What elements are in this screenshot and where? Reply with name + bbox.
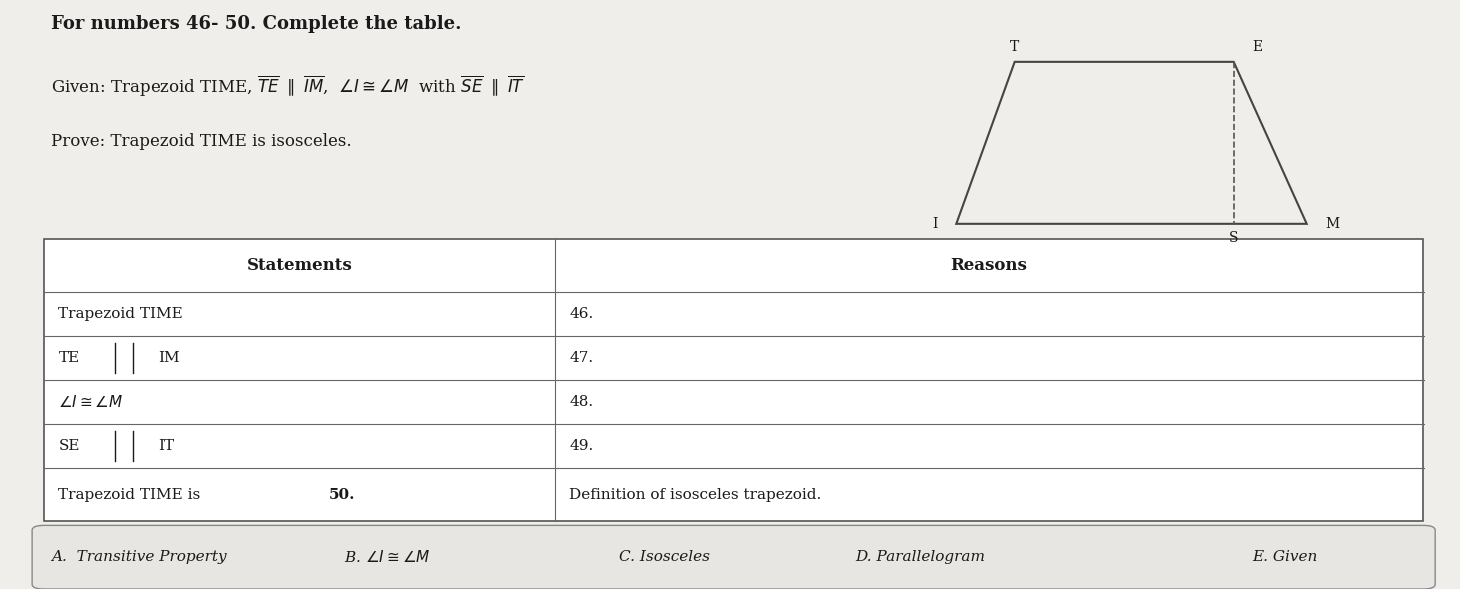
Text: C. Isosceles: C. Isosceles bbox=[619, 550, 710, 564]
Text: Definition of isosceles trapezoid.: Definition of isosceles trapezoid. bbox=[569, 488, 822, 502]
FancyBboxPatch shape bbox=[32, 525, 1435, 589]
Text: Reasons: Reasons bbox=[950, 257, 1028, 273]
Text: D. Parallelogram: D. Parallelogram bbox=[854, 550, 986, 564]
Text: SE: SE bbox=[58, 439, 80, 453]
Text: 47.: 47. bbox=[569, 351, 594, 365]
Text: IM: IM bbox=[158, 351, 180, 365]
Text: T: T bbox=[1010, 40, 1019, 54]
Bar bbox=[44, 239, 1423, 521]
Text: Trapezoid TIME is: Trapezoid TIME is bbox=[58, 488, 200, 502]
Text: 50.: 50. bbox=[328, 488, 355, 502]
Text: TE: TE bbox=[58, 351, 80, 365]
Text: I: I bbox=[931, 217, 937, 231]
Text: A.  Transitive Property: A. Transitive Property bbox=[51, 550, 226, 564]
Text: Prove: Trapezoid TIME is isosceles.: Prove: Trapezoid TIME is isosceles. bbox=[51, 133, 352, 150]
Text: B. $\angle I \cong \angle M$: B. $\angle I \cong \angle M$ bbox=[343, 549, 431, 565]
Text: 46.: 46. bbox=[569, 307, 594, 320]
Text: For numbers 46- 50. Complete the table.: For numbers 46- 50. Complete the table. bbox=[51, 15, 461, 33]
Text: Statements: Statements bbox=[247, 257, 352, 273]
Text: $\angle I \cong \angle M$: $\angle I \cong \angle M$ bbox=[58, 394, 124, 410]
Text: S: S bbox=[1229, 231, 1238, 246]
Text: Given: Trapezoid TIME, $\overline{TE}$ $\parallel$ $\overline{IM}$,  $\angle I \: Given: Trapezoid TIME, $\overline{TE}$ $… bbox=[51, 74, 526, 99]
Text: E: E bbox=[1253, 40, 1263, 54]
Text: IT: IT bbox=[158, 439, 174, 453]
Text: Trapezoid TIME: Trapezoid TIME bbox=[58, 307, 182, 320]
Text: 48.: 48. bbox=[569, 395, 594, 409]
Text: E. Given: E. Given bbox=[1253, 550, 1317, 564]
Text: M: M bbox=[1326, 217, 1340, 231]
Text: 49.: 49. bbox=[569, 439, 594, 453]
